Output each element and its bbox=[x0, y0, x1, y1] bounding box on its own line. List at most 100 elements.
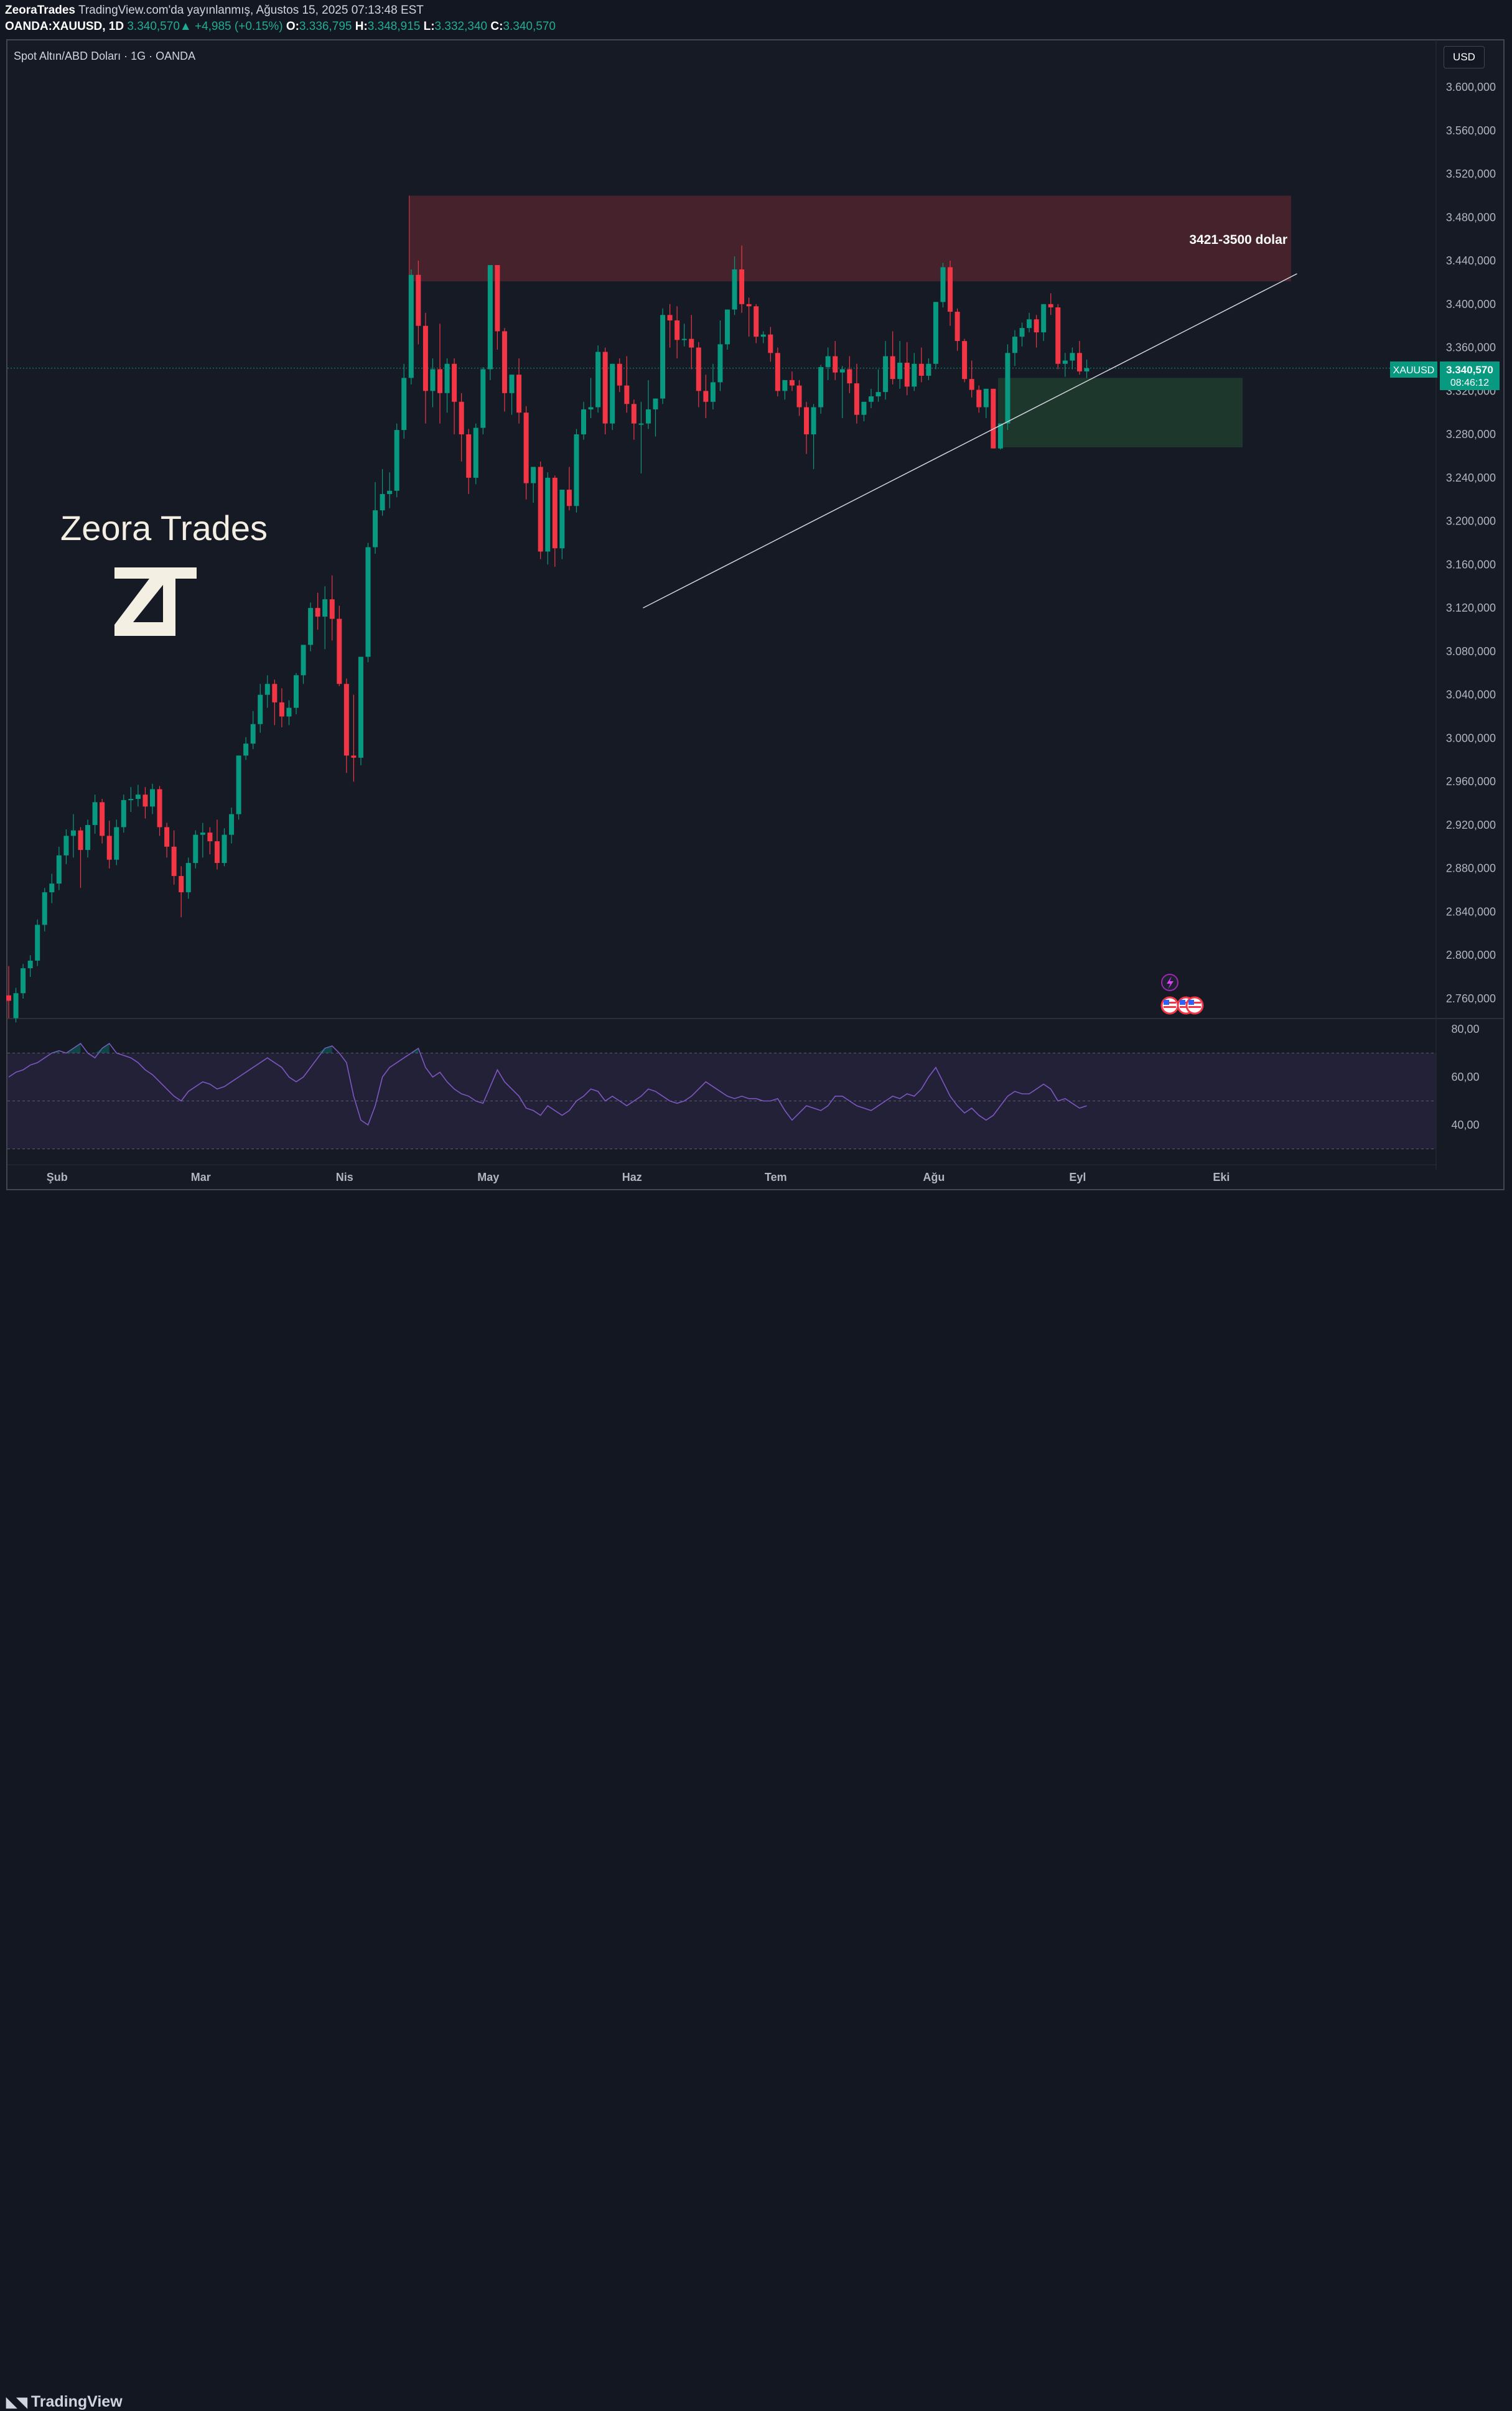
us-flag-icon[interactable] bbox=[1160, 996, 1179, 1015]
candle-up bbox=[710, 382, 716, 402]
lightning-icon[interactable] bbox=[1161, 974, 1178, 991]
candle-up bbox=[150, 789, 155, 807]
candle-down bbox=[552, 477, 558, 549]
time-tick-label: Tem bbox=[765, 1171, 787, 1183]
candle-up bbox=[250, 724, 256, 744]
candle-up bbox=[681, 338, 687, 340]
price-tick-label: 3.240,000 bbox=[1446, 472, 1496, 484]
candle-up bbox=[531, 467, 536, 483]
price-tick-label: 2.800,000 bbox=[1446, 949, 1496, 961]
candle-up bbox=[875, 392, 881, 397]
candle-up bbox=[1019, 328, 1025, 337]
rsi-tick-label: 60,00 bbox=[1451, 1071, 1479, 1083]
watermark-title: Zeora Trades bbox=[60, 508, 268, 548]
price-tick-label: 3.120,000 bbox=[1446, 602, 1496, 614]
candle-up bbox=[200, 832, 205, 835]
candle-up bbox=[114, 827, 119, 860]
candle-up bbox=[430, 369, 436, 391]
candle-up bbox=[387, 490, 393, 495]
candle-down bbox=[343, 684, 349, 756]
time-tick-label: Ağu bbox=[923, 1171, 945, 1183]
support-zone bbox=[997, 378, 1243, 448]
price-tick-label: 2.880,000 bbox=[1446, 862, 1496, 875]
candle-down bbox=[351, 755, 357, 758]
chart-title[interactable]: Spot Altın/ABD Doları · 1G · OANDA bbox=[14, 50, 196, 62]
candle-down bbox=[631, 404, 637, 424]
event-icons[interactable] bbox=[1160, 974, 1204, 1015]
candle-down bbox=[789, 380, 795, 386]
candle-down bbox=[422, 325, 428, 391]
candle-up bbox=[85, 824, 91, 851]
candle-up bbox=[825, 356, 831, 367]
candle-down bbox=[171, 846, 177, 876]
candle-down bbox=[207, 832, 213, 842]
top-info-bar: ZeoraTrades TradingView.com'da yayınlanm… bbox=[0, 0, 1512, 39]
candle-down bbox=[437, 369, 442, 393]
candle-up bbox=[997, 423, 1003, 449]
candle-down bbox=[617, 363, 622, 386]
ohlc-line: OANDA:XAUUSD, 1D 3.340,570▲ +4,985 (+0.1… bbox=[5, 20, 556, 34]
candle-up bbox=[229, 814, 235, 835]
candle-up bbox=[559, 490, 565, 549]
price-label-value: 3.340,570 bbox=[1446, 364, 1493, 376]
candle-up bbox=[717, 344, 723, 383]
rsi-overbought-fill bbox=[66, 1048, 73, 1053]
rsi-overbought-fill bbox=[52, 1050, 59, 1053]
candle-down bbox=[502, 331, 507, 393]
rsi-overbought-fill bbox=[73, 1043, 81, 1053]
currency-button[interactable]: USD bbox=[1444, 46, 1485, 68]
candle-up bbox=[588, 407, 594, 409]
candle-up bbox=[236, 755, 241, 814]
candle-down bbox=[976, 389, 982, 408]
candle-down bbox=[100, 802, 105, 836]
candle-down bbox=[495, 265, 500, 332]
price-tick-label: 3.000,000 bbox=[1446, 732, 1496, 744]
candle-up bbox=[782, 380, 788, 391]
candle-up bbox=[645, 409, 651, 424]
up-arrow-icon: ▲ bbox=[179, 20, 192, 33]
candle-down bbox=[754, 306, 759, 337]
candle-up bbox=[940, 267, 946, 302]
candle-down bbox=[969, 379, 974, 390]
trendline bbox=[643, 273, 1297, 609]
price-tick-label: 2.760,000 bbox=[1446, 992, 1496, 1005]
candle-up bbox=[70, 830, 76, 836]
candle-up bbox=[63, 836, 69, 856]
candle-down bbox=[689, 338, 694, 348]
close-label: C: bbox=[490, 20, 503, 33]
candle-up bbox=[545, 477, 551, 552]
symbol-line[interactable]: OANDA:XAUUSD, 1D bbox=[5, 20, 124, 33]
rsi-pane bbox=[7, 1018, 1503, 1149]
us-flag-icon[interactable] bbox=[1185, 996, 1204, 1015]
candle-up bbox=[1005, 353, 1010, 424]
candle-down bbox=[624, 385, 630, 404]
candle-up bbox=[42, 892, 47, 925]
time-tick-label: Şub bbox=[47, 1171, 68, 1183]
candle-up bbox=[638, 423, 644, 425]
candle-down bbox=[179, 875, 184, 893]
candle-up bbox=[1062, 360, 1068, 364]
candle-up bbox=[509, 375, 515, 393]
price-tick-label: 3.280,000 bbox=[1446, 428, 1496, 441]
price-tick-label: 3.600,000 bbox=[1446, 81, 1496, 93]
candle-up bbox=[13, 993, 19, 1019]
candle-up bbox=[983, 388, 989, 408]
price-tick-label: 3.480,000 bbox=[1446, 211, 1496, 223]
candle-down bbox=[142, 795, 148, 807]
candle-down bbox=[214, 841, 220, 863]
candle-down bbox=[337, 618, 342, 684]
candle-up bbox=[185, 862, 191, 893]
time-tick-label: Nis bbox=[336, 1171, 353, 1183]
candle-down bbox=[904, 362, 910, 387]
price-chart[interactable]: 3.600,000 3.560,000 3.520,000 3.480,000 3.44… bbox=[0, 0, 1512, 1224]
price-tick-label: 2.920,000 bbox=[1446, 819, 1496, 831]
axes-layer: 3.600,000 3.560,000 3.520,000 3.480,000 3.44… bbox=[7, 40, 1496, 1183]
price-tick-label: 3.400,000 bbox=[1446, 298, 1496, 310]
candle-up bbox=[27, 960, 33, 969]
price-tick-label: 3.360,000 bbox=[1446, 342, 1496, 354]
publisher-name[interactable]: ZeoraTrades bbox=[5, 4, 75, 17]
candle-up bbox=[732, 269, 737, 310]
candle-down bbox=[746, 304, 752, 307]
candle-up bbox=[373, 510, 378, 548]
tradingview-logo[interactable]: ◣◥ TradingView bbox=[6, 2393, 123, 2411]
